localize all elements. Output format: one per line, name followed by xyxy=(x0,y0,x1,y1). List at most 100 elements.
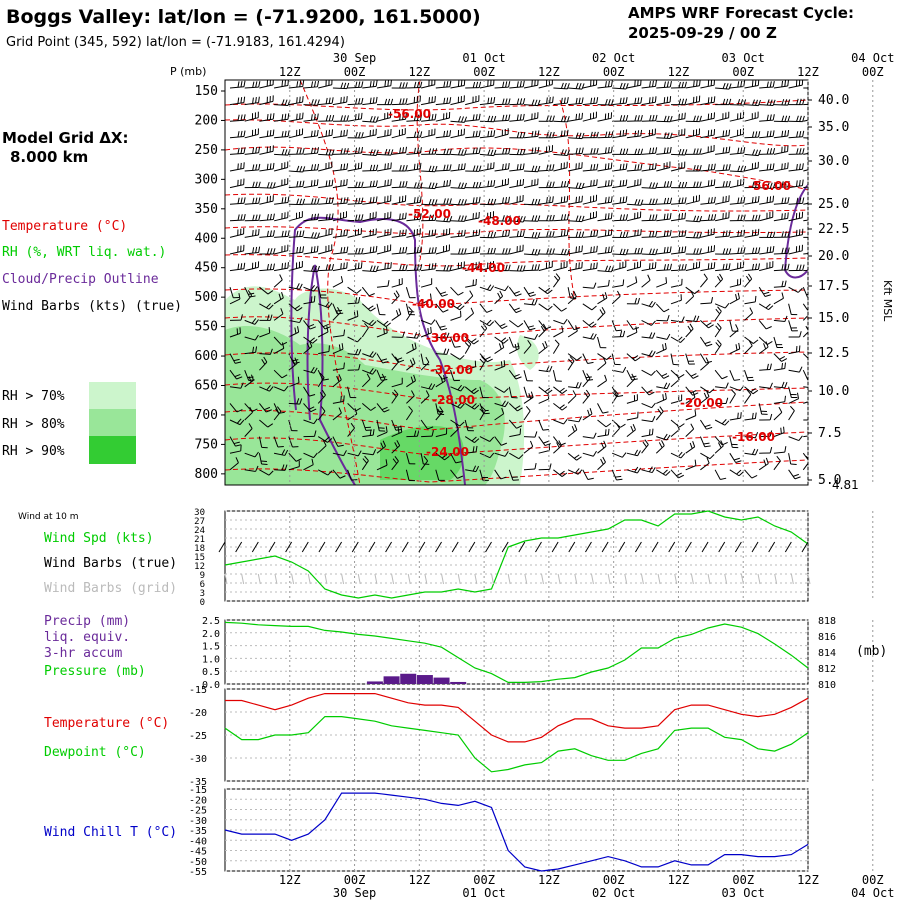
wind-barb-flag xyxy=(649,182,653,189)
wind-barb-staff xyxy=(656,251,671,255)
wind-barb-staff xyxy=(494,286,506,292)
surface-barb-true xyxy=(501,541,509,553)
wind-barb-staff xyxy=(362,120,377,123)
wind-barb-staff xyxy=(479,120,494,123)
surface-barb-true xyxy=(768,541,776,553)
wind-barb-flag xyxy=(781,197,784,204)
wind-barb-staff xyxy=(332,281,343,288)
wind-barb-flag xyxy=(740,80,743,87)
wind-barb-staff xyxy=(406,168,421,172)
bottom-date-label: 02 Oct xyxy=(592,886,635,900)
wind-barb-flag xyxy=(707,214,711,221)
wind-barb-flag xyxy=(680,453,686,459)
wind-barb-flag xyxy=(783,426,785,433)
wind-barb-staff xyxy=(773,401,785,404)
wind-barb-staff xyxy=(273,369,283,379)
wind-barb-flag xyxy=(784,181,787,188)
wind-barb-staff xyxy=(656,436,667,441)
wind-barb-staff xyxy=(729,133,744,139)
wind-barb-flag xyxy=(463,163,466,170)
wind-barb-staff xyxy=(494,235,509,238)
wind-barb-flag xyxy=(796,148,799,155)
wind-barb-flag xyxy=(787,180,790,188)
wind-barb-staff xyxy=(641,419,653,423)
wind-barb-staff xyxy=(376,285,388,288)
wind-barb-flag xyxy=(463,182,467,189)
wind-barb-flag xyxy=(428,214,432,221)
wind-barb-staff xyxy=(626,320,634,330)
wind-barb-flag xyxy=(402,147,405,154)
wind-barb-flag xyxy=(269,348,273,355)
wind-barb-flag xyxy=(240,130,243,137)
wind-barb-staff xyxy=(376,134,391,139)
wind-barb-flag xyxy=(279,274,283,281)
wind-barb-flag xyxy=(766,148,770,155)
wind-barb-flag xyxy=(387,80,390,87)
wind-barb-flag xyxy=(416,163,419,170)
wind-barb-staff xyxy=(729,170,744,173)
wind-barb-flag xyxy=(489,436,495,442)
wind-barb-flag xyxy=(650,370,656,376)
wind-barb-flag xyxy=(299,230,302,237)
wind-barb-staff xyxy=(655,411,664,421)
wind-barb-flag xyxy=(522,265,526,272)
wind-barb-flag xyxy=(310,366,315,373)
wind-barb-flag xyxy=(343,229,346,236)
wind-barb-flag xyxy=(560,115,564,122)
wind-barb-flag xyxy=(684,246,687,253)
wind-barb-flag xyxy=(620,423,626,428)
wind-barb-flag xyxy=(602,357,607,364)
wind-barb-flag xyxy=(574,424,578,431)
wind-barb-flag xyxy=(343,115,346,122)
wind-barb-flag xyxy=(769,114,772,121)
wind-barb-staff xyxy=(273,347,285,355)
wind-barb-staff xyxy=(773,167,788,172)
wind-barb-flag xyxy=(281,263,284,270)
wind-barb-staff xyxy=(553,469,563,477)
kft-tick-label: 30.0 xyxy=(818,154,849,169)
wind-barb-staff xyxy=(788,234,803,238)
wind-barb-staff xyxy=(685,465,697,471)
wind-barb-flag xyxy=(596,245,598,252)
top-date-label: 30 Sep xyxy=(333,51,376,65)
wind-barb-staff xyxy=(714,344,722,354)
wind-barb-flag xyxy=(799,115,802,122)
wind-barb-staff xyxy=(553,234,568,238)
wind-barb-flag xyxy=(402,82,405,89)
wind-barb-staff xyxy=(509,270,524,272)
wind-barb-staff xyxy=(612,168,627,172)
wind-barb-staff xyxy=(538,150,553,155)
wind-barb-flag xyxy=(313,113,316,120)
wind-barb-flag xyxy=(310,326,316,330)
surface-barb-grid xyxy=(224,573,228,585)
wind-barb-flag xyxy=(243,80,246,87)
wind-barb-flag xyxy=(666,96,669,103)
wind-barb-flag xyxy=(684,229,687,237)
wind-barb-flag xyxy=(358,247,361,255)
wind-barb-flag xyxy=(416,182,420,189)
temperature-contour-labels: -56.00-56.00-52.00 -48.00-44.00-40.00-36.… xyxy=(388,107,791,459)
wind-barb-staff xyxy=(567,287,571,299)
wind-barb-flag xyxy=(772,231,776,238)
wind-barb-staff xyxy=(685,386,694,396)
wind-barb-flag xyxy=(757,80,760,86)
wind-barb-staff xyxy=(567,320,575,330)
wind-barb-staff xyxy=(523,286,531,297)
wind-barb-staff xyxy=(729,266,744,272)
wind-barb-flag xyxy=(566,180,570,187)
wind-barb-staff xyxy=(597,185,612,189)
wind-barb-flag xyxy=(544,287,551,293)
wind-barb-staff xyxy=(494,295,503,305)
wind-barb-flag xyxy=(334,309,339,315)
wind-barb-staff xyxy=(656,86,671,89)
wind-barb-flag xyxy=(336,376,340,382)
wind-barb-flag xyxy=(302,180,305,187)
wind-barb-flag xyxy=(235,457,239,463)
wind-barb-flag xyxy=(625,196,628,203)
wind-barb-flag xyxy=(796,163,798,171)
wind-barb-staff xyxy=(523,370,528,381)
wind-barb-staff xyxy=(508,469,514,481)
cross-section-frame xyxy=(224,79,874,486)
wind-barb-flag xyxy=(505,81,508,88)
wind-barb-flag xyxy=(699,80,701,86)
